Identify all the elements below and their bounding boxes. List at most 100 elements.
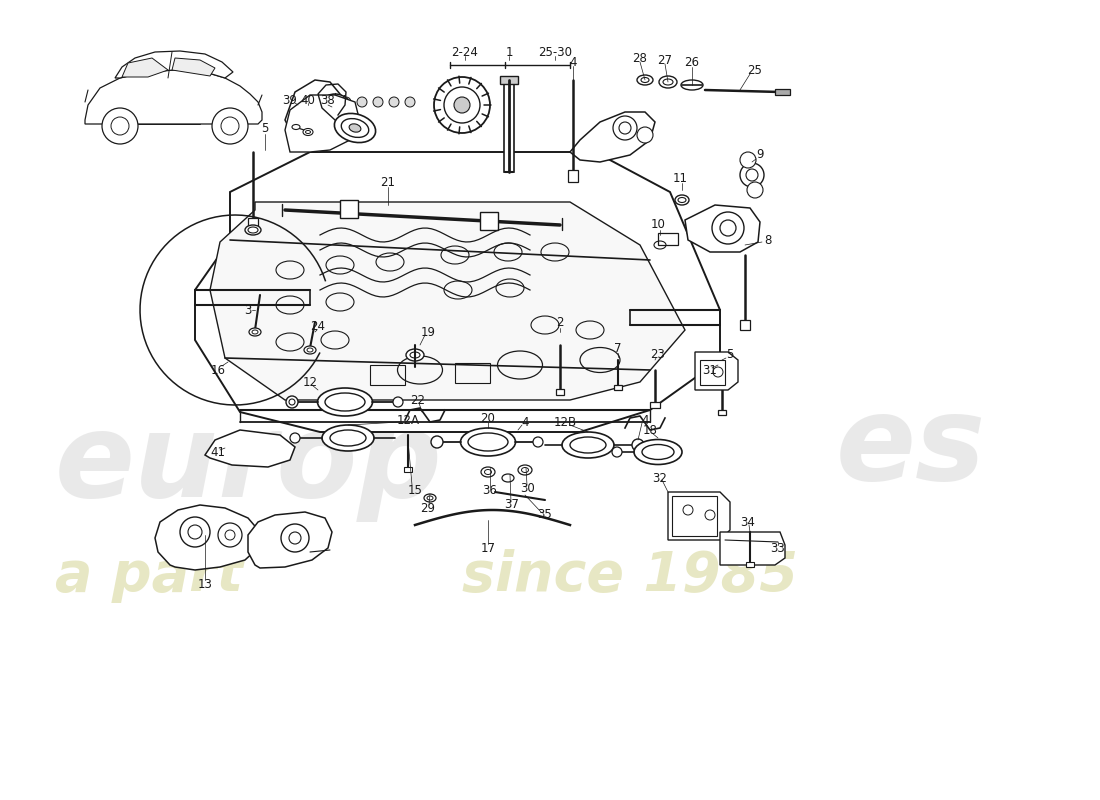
Text: europ: europ [55, 406, 443, 522]
Ellipse shape [431, 436, 443, 448]
Circle shape [747, 182, 763, 198]
Text: 27: 27 [658, 54, 672, 66]
Ellipse shape [249, 328, 261, 336]
Text: 4: 4 [641, 414, 649, 426]
Text: a part: a part [55, 549, 243, 603]
Text: 10: 10 [650, 218, 666, 231]
Text: 41: 41 [210, 446, 225, 458]
Text: 2: 2 [557, 315, 563, 329]
Ellipse shape [286, 396, 298, 408]
Polygon shape [720, 532, 785, 565]
Polygon shape [285, 95, 360, 152]
Circle shape [389, 97, 399, 107]
Ellipse shape [562, 432, 614, 458]
Text: since 1985: since 1985 [462, 549, 798, 603]
Ellipse shape [424, 494, 436, 502]
Text: 19: 19 [420, 326, 436, 338]
Ellipse shape [634, 439, 682, 465]
Polygon shape [695, 352, 738, 390]
Ellipse shape [406, 349, 424, 361]
Text: 26: 26 [684, 57, 700, 70]
Text: 31: 31 [703, 363, 717, 377]
Polygon shape [685, 205, 760, 252]
Circle shape [740, 152, 756, 168]
Ellipse shape [681, 80, 703, 90]
Text: 15: 15 [408, 483, 422, 497]
Text: 18: 18 [642, 423, 658, 437]
Circle shape [740, 163, 764, 187]
Ellipse shape [318, 388, 373, 416]
Text: es: es [836, 390, 987, 506]
Text: 25-30: 25-30 [538, 46, 572, 58]
Polygon shape [155, 505, 260, 570]
Ellipse shape [675, 195, 689, 205]
Text: 20: 20 [481, 411, 495, 425]
Ellipse shape [302, 129, 313, 135]
Text: 17: 17 [481, 542, 495, 554]
Text: 39: 39 [283, 94, 297, 106]
Bar [746, 562, 754, 567]
Ellipse shape [502, 474, 514, 482]
Text: 30: 30 [520, 482, 536, 494]
Circle shape [613, 116, 637, 140]
Polygon shape [195, 152, 720, 432]
Text: 38: 38 [320, 94, 336, 106]
Ellipse shape [659, 76, 676, 88]
Ellipse shape [292, 125, 300, 130]
Bar [568, 170, 578, 182]
Circle shape [454, 97, 470, 113]
Text: 24: 24 [310, 321, 326, 334]
Text: 25: 25 [748, 63, 762, 77]
Circle shape [317, 94, 353, 130]
Ellipse shape [393, 397, 403, 407]
Bar [718, 410, 726, 415]
Bar [672, 496, 717, 536]
Ellipse shape [290, 433, 300, 443]
Circle shape [212, 108, 248, 144]
Circle shape [180, 517, 210, 547]
Polygon shape [248, 512, 332, 568]
Text: 12B: 12B [553, 415, 576, 429]
Circle shape [405, 97, 415, 107]
Circle shape [373, 97, 383, 107]
Text: 5: 5 [262, 122, 268, 134]
Text: 29: 29 [420, 502, 436, 514]
Text: 37: 37 [505, 498, 519, 511]
Bar [370, 365, 405, 385]
Text: 9: 9 [757, 149, 763, 162]
Circle shape [434, 77, 490, 133]
Polygon shape [285, 80, 345, 152]
Polygon shape [85, 70, 262, 124]
Circle shape [306, 103, 330, 127]
Polygon shape [210, 202, 685, 400]
Text: 12A: 12A [396, 414, 419, 426]
Ellipse shape [481, 467, 495, 477]
Ellipse shape [518, 465, 532, 475]
Ellipse shape [334, 114, 375, 142]
Bar [776, 89, 790, 95]
Text: 1: 1 [505, 46, 513, 58]
Ellipse shape [322, 425, 374, 451]
Polygon shape [116, 51, 233, 78]
Ellipse shape [632, 439, 644, 451]
Polygon shape [570, 112, 654, 162]
Circle shape [358, 97, 367, 107]
Ellipse shape [461, 428, 516, 456]
Text: 13: 13 [198, 578, 212, 591]
Bar [504, 82, 514, 172]
Bar [658, 233, 678, 245]
Text: 35: 35 [538, 509, 552, 522]
Text: 12: 12 [302, 375, 318, 389]
Ellipse shape [534, 437, 543, 447]
Circle shape [341, 97, 351, 107]
Polygon shape [172, 58, 214, 76]
Text: 28: 28 [632, 51, 648, 65]
Bar [740, 320, 750, 330]
Bar [700, 360, 725, 385]
Bar [480, 212, 498, 230]
Bar [455, 363, 490, 383]
Text: 4: 4 [570, 55, 576, 69]
Circle shape [637, 127, 653, 143]
Ellipse shape [612, 447, 621, 457]
Bar [404, 467, 412, 472]
